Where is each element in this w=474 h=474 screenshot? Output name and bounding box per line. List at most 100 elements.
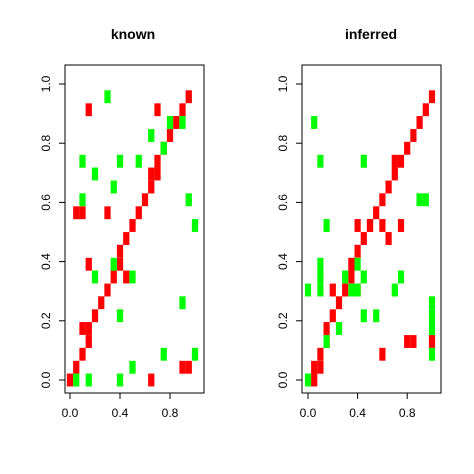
cell-green [148,129,155,142]
cell-red [179,360,186,374]
cell-green [79,154,86,168]
cell-red [416,116,423,129]
x-tick-label: 0.8 [162,406,179,420]
y-tick-label: 0.8 [39,135,53,152]
cell-red [354,244,361,258]
cell-red [422,103,429,117]
cell-red [410,129,417,142]
panel-inferred: inferred 0.0 0.4 0.8 0.0 0.2 0.4 0.6 0.8 1.0 [276,26,442,420]
cell-red [366,219,374,232]
y-tick-label: 0.0 [276,371,290,388]
cell-layer [66,90,199,387]
cell-red [404,141,411,155]
cell-red [373,206,380,220]
x-tick-label: 0.0 [62,406,79,420]
cell-red [397,219,405,232]
cell-green [304,283,312,297]
cell-red [379,219,386,232]
cell-red [166,129,174,142]
cell-green [317,154,324,168]
cell-red [116,244,124,258]
cell-green [360,154,367,168]
cell-green [160,347,167,361]
cell-red [428,90,436,104]
cell-red [428,335,436,348]
cell-red [342,283,349,297]
cell-green [185,193,192,207]
x-axis: 0.0 0.4 0.8 [300,392,416,420]
cell-red [154,103,161,117]
cell-red [73,360,80,374]
cell-red [91,309,99,323]
cell-green [416,193,423,207]
cell-green [335,322,343,335]
x-tick-label: 0.8 [399,406,416,420]
cell-green [179,116,186,129]
cell-red [148,180,155,194]
cell-red [329,309,336,323]
x-tick-label: 0.4 [112,406,129,420]
cell-red [85,103,92,117]
x-tick-label: 0.4 [349,406,366,420]
panel-title: known [111,26,155,42]
cell-red [391,167,398,181]
cell-red [385,180,392,194]
cell-red [148,167,155,181]
cell-red [85,335,92,348]
y-tick-label: 0.6 [276,194,290,211]
cell-green [360,309,367,323]
cell-green [73,373,80,387]
cell-red [348,257,355,271]
cell-red [79,322,86,335]
cell-red [98,296,105,310]
cell-green [317,270,324,284]
cell-green [79,193,86,207]
cell-green [116,309,124,323]
cell-red [85,257,92,271]
cell-red [129,219,136,232]
cell-red [154,167,161,181]
cell-red [104,206,111,220]
plot-frame [301,64,442,394]
cell-green [160,141,167,155]
cell-green [116,154,124,168]
panel-known: known 0.0 0.4 0.8 0.0 0.2 0.4 0.6 0.8 1.0 [39,26,205,420]
cell-red [348,270,355,284]
cell-red [141,193,149,207]
cell-red [385,232,392,245]
cell-red [323,322,330,335]
cell-green [348,283,355,297]
y-tick-label: 0.8 [276,135,290,152]
cell-red [104,283,111,297]
cell-red [73,206,80,220]
cell-green [317,283,324,297]
cell-green [354,257,361,271]
cell-red [329,283,336,297]
cell-green [342,270,349,284]
cell-green [135,154,142,168]
cell-red [135,206,142,220]
y-tick-label: 0.4 [276,253,290,270]
y-axis: 0.0 0.2 0.4 0.6 0.8 1.0 [276,75,303,388]
y-tick-label: 0.2 [39,312,53,329]
cell-red [123,232,130,245]
x-axis: 0.0 0.4 0.8 [62,392,179,420]
cell-red [79,206,86,220]
cell-green [317,257,324,271]
cell-green [304,373,312,387]
cell-green [191,347,199,361]
cell-red [379,347,386,361]
y-tick-label: 0.6 [39,194,53,211]
cell-green [191,219,199,232]
cell-red [66,373,74,387]
cell-green [129,360,136,374]
cell-green [129,270,136,284]
cell-red [360,232,367,245]
cell-green [323,219,330,232]
y-tick-label: 0.0 [39,371,53,388]
y-tick-label: 0.4 [39,253,53,270]
cell-green [116,373,124,387]
cell-red [110,270,117,284]
x-tick-label: 0.0 [300,406,317,420]
cell-green [85,373,92,387]
